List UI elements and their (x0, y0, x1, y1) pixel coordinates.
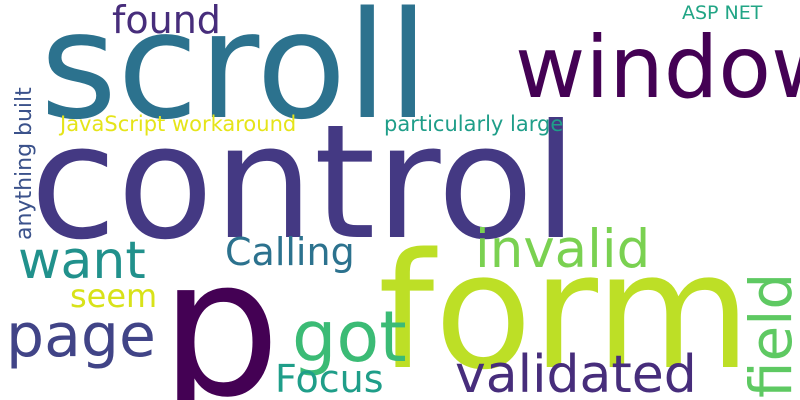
word-found: found (112, 1, 221, 39)
word-focus: Focus (275, 360, 384, 398)
word-field: field (742, 273, 800, 398)
word-javascript-workaround: JavaScript workaround (60, 114, 296, 135)
word-window: window (515, 25, 800, 111)
word-page: page (6, 306, 156, 366)
word-invalid: invalid (475, 223, 650, 276)
word-anything-built: anything built (14, 87, 36, 240)
word-particularly-large: particularly large (384, 114, 563, 135)
word-validated: validated (455, 349, 697, 400)
word-seem: seem (70, 280, 157, 312)
word-asp-net: ASP NET (682, 4, 762, 23)
word-calling: Calling (225, 233, 355, 271)
